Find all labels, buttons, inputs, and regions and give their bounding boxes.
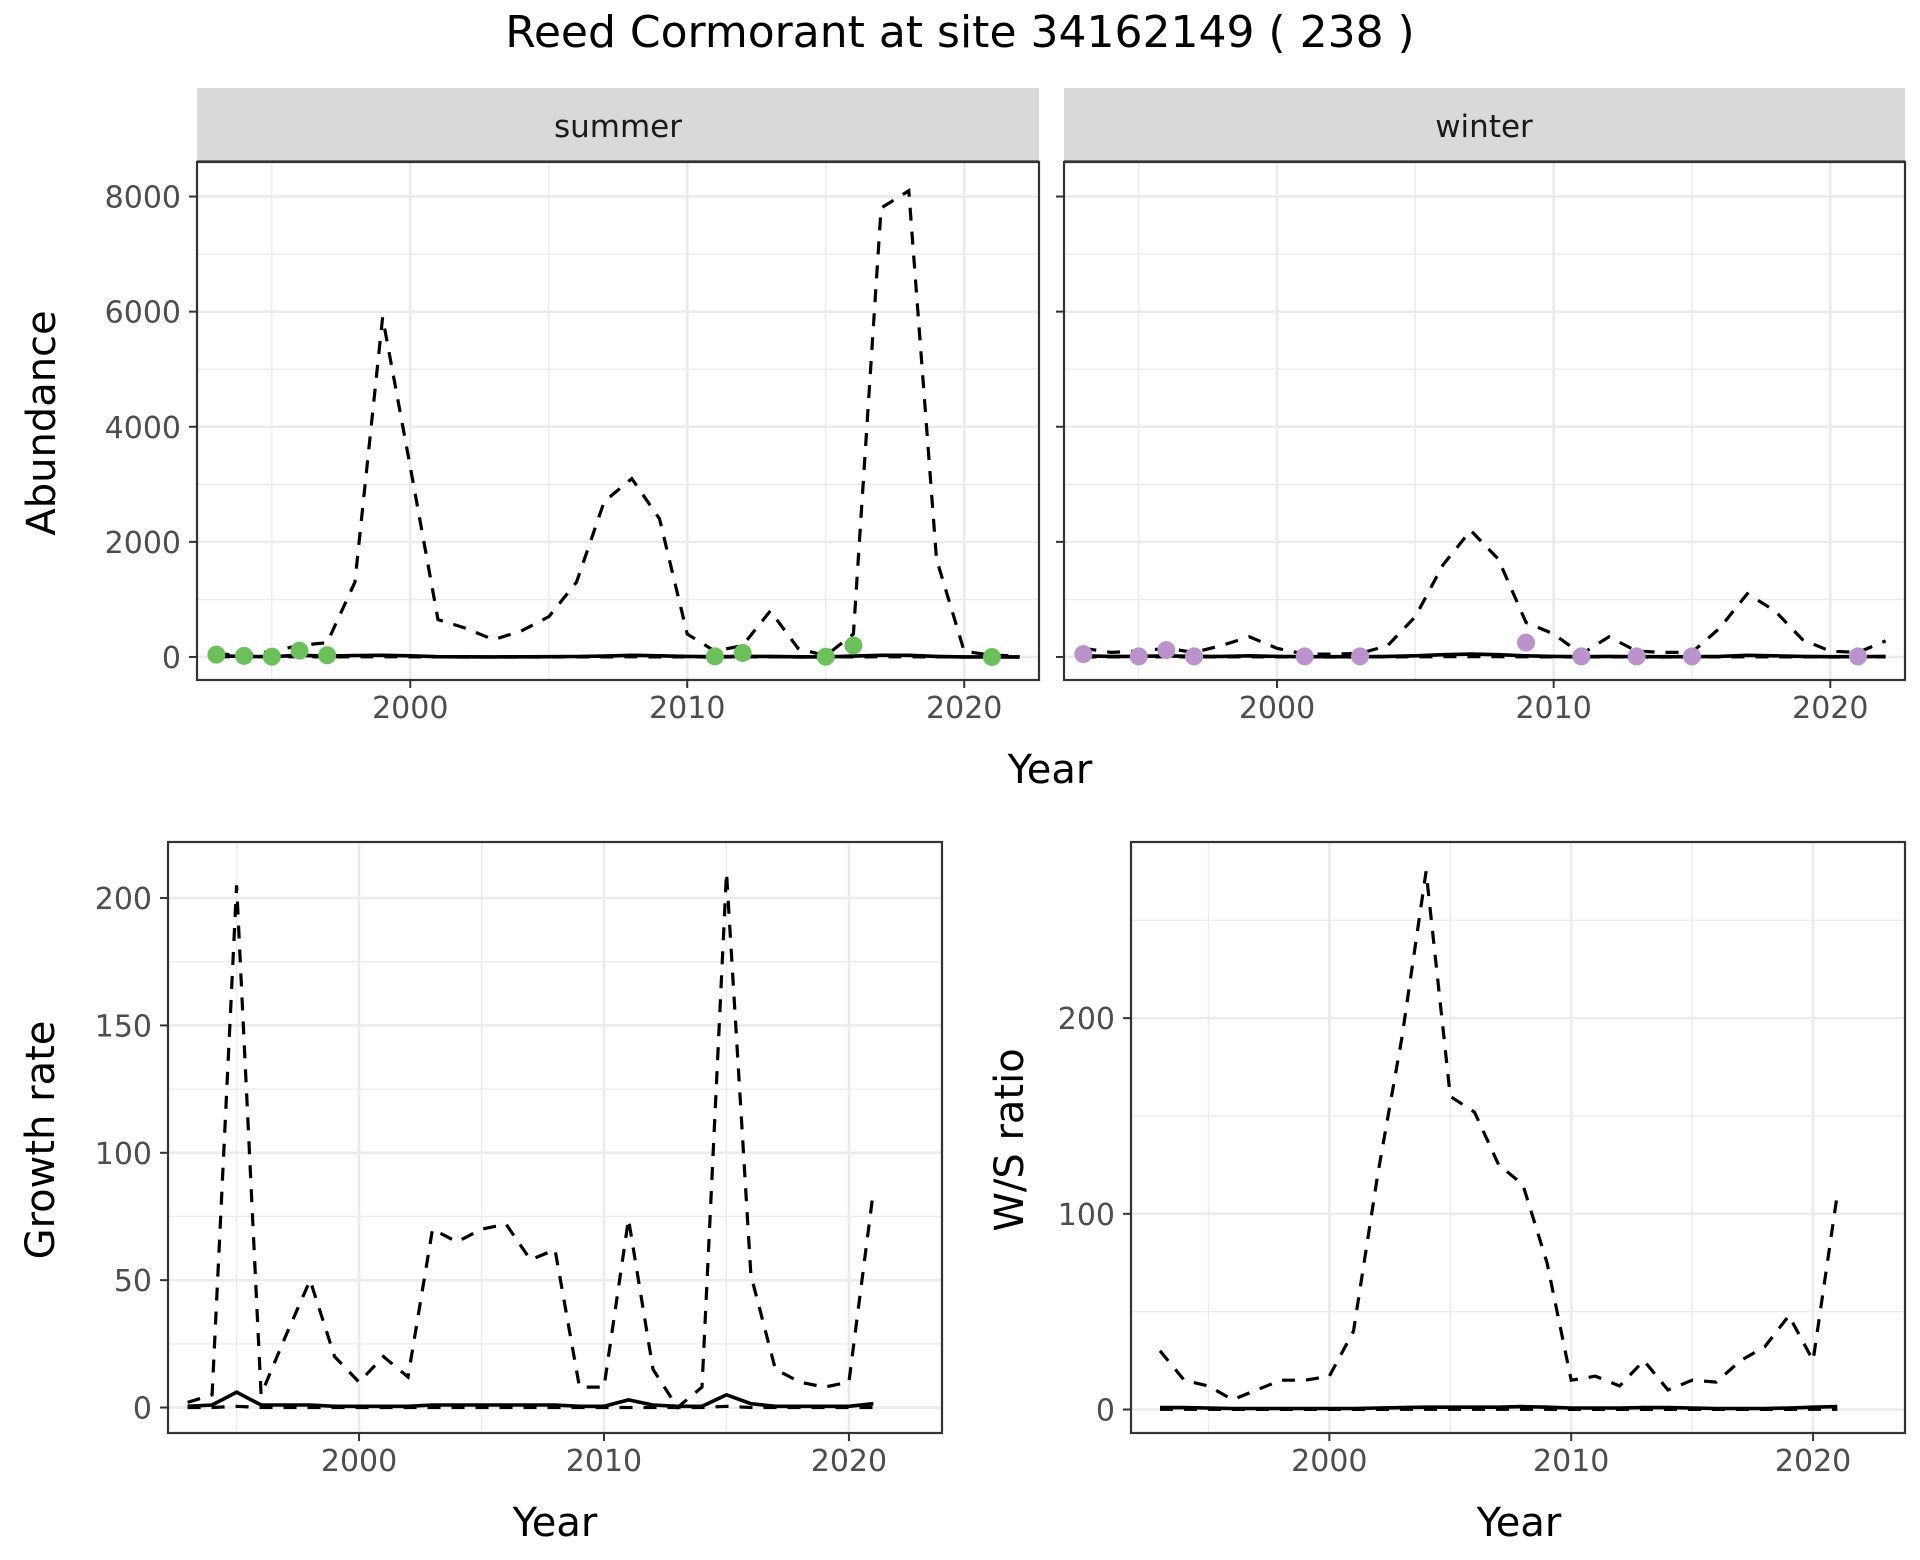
growth-lower-line xyxy=(187,1404,874,1410)
ratio-y-axis-title: W/S ratio xyxy=(987,1048,1033,1231)
summer-y-tick-label: 6000 xyxy=(105,296,181,331)
top-y-axis-title: Abundance xyxy=(19,310,65,535)
winter-x-tick-label: 2010 xyxy=(1515,691,1591,726)
winter-observed-point xyxy=(1351,647,1370,666)
ratio-x-tick-label: 2010 xyxy=(1533,1444,1609,1479)
ws-ratio-panel: 2000 2010 2020 0 100 200 xyxy=(1058,840,1907,1479)
winter-panel-bg xyxy=(1064,162,1905,680)
top-x-axis-title: Year xyxy=(1007,747,1093,793)
growth-panel-bg xyxy=(168,842,942,1433)
summer-panel-bg xyxy=(197,162,1039,680)
growth-rate-panel: 2000 2010 2020 0 50 100 150 200 xyxy=(95,840,944,1479)
ratio-panel-border xyxy=(1129,840,1907,1435)
winter-mean-line xyxy=(1083,652,1886,659)
winter-observed-point xyxy=(1185,647,1204,666)
growth-panel-border xyxy=(166,840,944,1435)
summer-y-tick-label: 4000 xyxy=(105,411,181,446)
ratio-mean-line xyxy=(1160,1404,1838,1411)
strip-summer-label: summer xyxy=(554,109,682,145)
growth-y-tick-label: 100 xyxy=(95,1137,152,1172)
winter-observed-point xyxy=(1682,647,1701,666)
summer-y-tick-label: 0 xyxy=(162,641,181,676)
summer-x-tick-label: 2020 xyxy=(926,691,1002,726)
summer-observed-point xyxy=(844,636,863,655)
figure-title: Reed Cormorant at site 34162149 ( 238 ) xyxy=(505,7,1414,58)
summer-x-tick-label: 2000 xyxy=(372,691,448,726)
summer-x-tick-label: 2010 xyxy=(649,691,725,726)
summer-panel-border xyxy=(195,160,1041,682)
growth-mean-line xyxy=(187,1390,874,1409)
ratio-panel-bg xyxy=(1131,842,1905,1433)
summer-y-tick-label: 2000 xyxy=(105,526,181,561)
ratio-y-tick-label: 200 xyxy=(1058,1002,1115,1037)
winter-x-tick-label: 2020 xyxy=(1792,691,1868,726)
summer-observed-point xyxy=(318,646,337,665)
strip-winter-bg xyxy=(1064,88,1905,162)
winter-observed-point xyxy=(1157,641,1176,660)
summer-y-tick-label: 8000 xyxy=(105,181,181,216)
summer-upper-line xyxy=(216,188,1020,658)
growth-y-tick-label: 150 xyxy=(95,1009,152,1044)
winter-observed-point xyxy=(1572,647,1591,666)
summer-observed-point xyxy=(207,645,226,664)
strip-summer-bg xyxy=(197,88,1039,162)
winter-observed-point xyxy=(1848,647,1867,666)
abundance-winter-panel: 2000 2010 2020 xyxy=(1056,160,1907,726)
summer-observed-point xyxy=(982,647,1001,666)
ratio-x-tick-label: 2020 xyxy=(1775,1444,1851,1479)
winter-x-tick-label: 2000 xyxy=(1239,691,1315,726)
winter-observed-point xyxy=(1129,647,1148,666)
abundance-summer-panel: 2000 2010 2020 0 2000 4000 6000 8000 xyxy=(105,160,1041,726)
summer-observed-point xyxy=(733,643,752,662)
ratio-x-axis-title: Year xyxy=(1476,1500,1562,1546)
growth-x-tick-label: 2010 xyxy=(566,1444,642,1479)
ratio-y-tick-label: 0 xyxy=(1096,1394,1115,1429)
winter-panel-border xyxy=(1062,160,1907,682)
growth-y-tick-label: 0 xyxy=(133,1392,152,1427)
winter-observed-point xyxy=(1295,647,1314,666)
ratio-y-tick-label: 100 xyxy=(1058,1198,1115,1233)
summer-observed-point xyxy=(290,641,309,660)
strip-winter-label: winter xyxy=(1435,109,1533,145)
growth-x-tick-label: 2020 xyxy=(811,1444,887,1479)
winter-observed-point xyxy=(1516,633,1535,652)
growth-y-tick-label: 50 xyxy=(114,1264,152,1299)
growth-y-tick-label: 200 xyxy=(95,882,152,917)
growth-x-axis-title: Year xyxy=(512,1500,598,1546)
summer-observed-point xyxy=(235,646,254,665)
summer-mean-line xyxy=(216,653,1020,659)
winter-observed-point xyxy=(1074,645,1093,664)
summer-observed-point xyxy=(705,647,724,666)
growth-y-axis-title: Growth rate xyxy=(18,1021,64,1260)
winter-observed-point xyxy=(1627,647,1646,666)
summer-observed-point xyxy=(816,647,835,666)
growth-x-tick-label: 2000 xyxy=(321,1444,397,1479)
ratio-x-tick-label: 2000 xyxy=(1291,1444,1367,1479)
summer-observed-point xyxy=(262,647,281,666)
